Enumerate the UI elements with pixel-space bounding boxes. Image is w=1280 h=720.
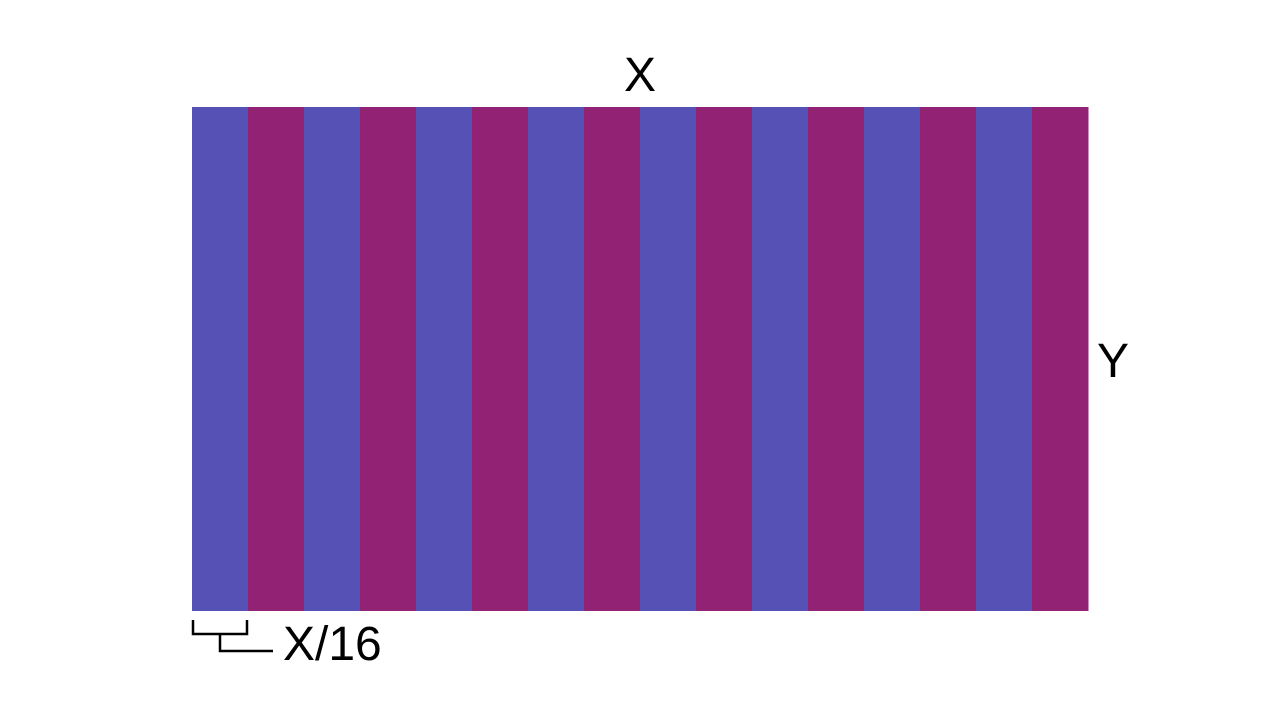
stripe-15 — [976, 107, 1033, 611]
stripe-2 — [248, 107, 305, 611]
stripe-13 — [864, 107, 921, 611]
stripe-10 — [696, 107, 753, 611]
width-label: X — [623, 49, 657, 102]
stripe-4 — [360, 107, 417, 611]
stripe-16 — [1032, 107, 1089, 611]
height-label: Y — [1097, 335, 1130, 388]
stripe-9 — [640, 107, 697, 611]
stripe-7 — [528, 107, 585, 611]
stripe-5 — [416, 107, 473, 611]
stripe-12 — [808, 107, 865, 611]
stripe-8 — [584, 107, 641, 611]
stripe-11 — [752, 107, 809, 611]
stripe-group — [192, 107, 1089, 611]
stripe-6 — [472, 107, 529, 611]
stripe-1 — [192, 107, 249, 611]
stripe-14 — [920, 107, 977, 611]
stripe-width-bracket — [191, 620, 273, 653]
stripe-3 — [304, 107, 361, 611]
stripe-width-label: X/16 — [283, 618, 382, 671]
